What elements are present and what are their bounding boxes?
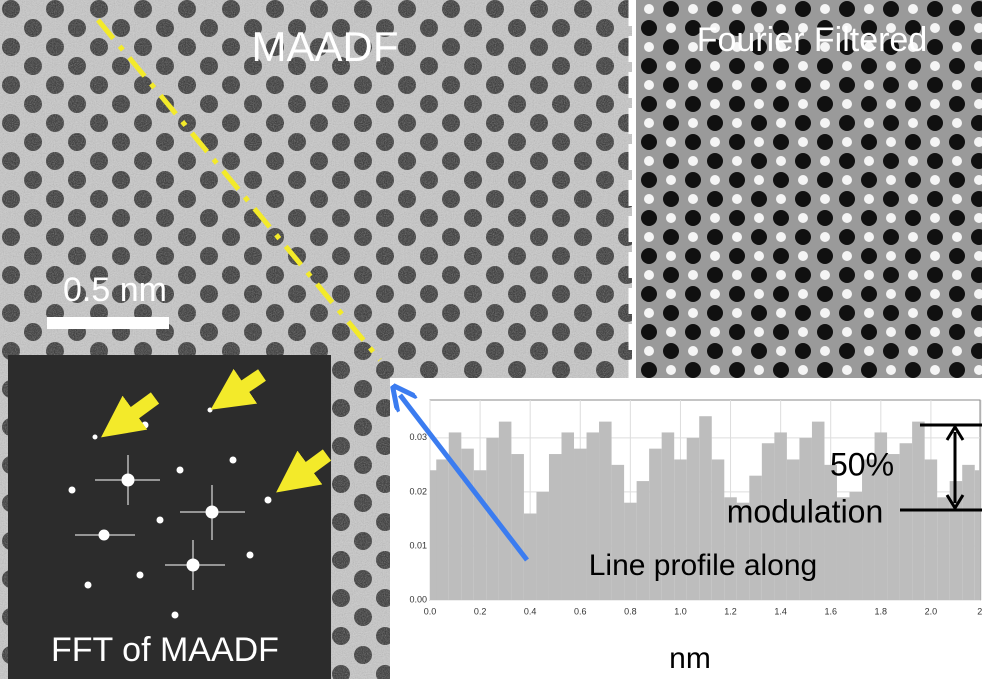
x-tick-label: 0.6 bbox=[574, 606, 587, 616]
x-tick-label: 0.0 bbox=[424, 606, 437, 616]
profile-bar bbox=[824, 465, 837, 600]
profile-bar bbox=[925, 459, 938, 600]
x-tick-label: 1.6 bbox=[824, 606, 837, 616]
fourier-panel: Fourier Filtered bbox=[631, 0, 982, 378]
profile-bar bbox=[962, 465, 975, 600]
x-tick-label: 0.8 bbox=[624, 606, 637, 616]
profile-bar bbox=[637, 481, 650, 600]
y-tick-label: 0.00 bbox=[409, 594, 427, 604]
profile-bar bbox=[900, 443, 913, 600]
x-tick-label: 0.2 bbox=[474, 606, 487, 616]
x-tick-label: 2.0 bbox=[925, 606, 938, 616]
x-axis-label: nm bbox=[669, 642, 711, 675]
profile-bar bbox=[975, 470, 980, 600]
scale-bar bbox=[47, 317, 169, 329]
profile-bar bbox=[574, 449, 587, 600]
profile-bar bbox=[511, 454, 524, 600]
line-profile: 0.00 0.01 0.02 0.03 0.0 0.2 0.4 0.6 0.8 1.0 1.2 1.4… bbox=[390, 378, 982, 679]
profile-bar bbox=[549, 454, 562, 600]
x-tick-label: 1.4 bbox=[774, 606, 787, 616]
fft-panel: FFT of MAADF bbox=[8, 355, 331, 679]
profile-bar bbox=[561, 432, 574, 600]
profile-bar bbox=[937, 497, 950, 600]
annotation: 50% bbox=[830, 446, 894, 482]
y-tick-label: 0.01 bbox=[409, 540, 427, 550]
scale-bar-label: 0.5 nm bbox=[63, 271, 167, 309]
panel-title: FFT of MAADF bbox=[51, 631, 279, 669]
profile-bar bbox=[499, 422, 512, 600]
profile-bar bbox=[536, 492, 549, 600]
panel-title: MAADF bbox=[252, 23, 399, 70]
y-tick-label: 0.02 bbox=[409, 486, 427, 496]
annotation: Line profile along bbox=[589, 549, 818, 582]
y-tick-label: 0.03 bbox=[409, 432, 427, 442]
panel-title: Fourier Filtered bbox=[697, 21, 928, 59]
profile-bar bbox=[436, 459, 449, 600]
figure: MAADF 0.5 nm Fourier Filtered FFT of MAA… bbox=[0, 0, 982, 679]
x-tick-label: 1.0 bbox=[674, 606, 687, 616]
x-tick-label: 0.4 bbox=[524, 606, 537, 616]
profile-bar bbox=[461, 449, 474, 600]
x-tick-label: 1.8 bbox=[875, 606, 888, 616]
x-tick-label: 2. bbox=[977, 606, 982, 616]
x-tick-label: 1.2 bbox=[724, 606, 737, 616]
annotation: modulation bbox=[727, 493, 884, 529]
